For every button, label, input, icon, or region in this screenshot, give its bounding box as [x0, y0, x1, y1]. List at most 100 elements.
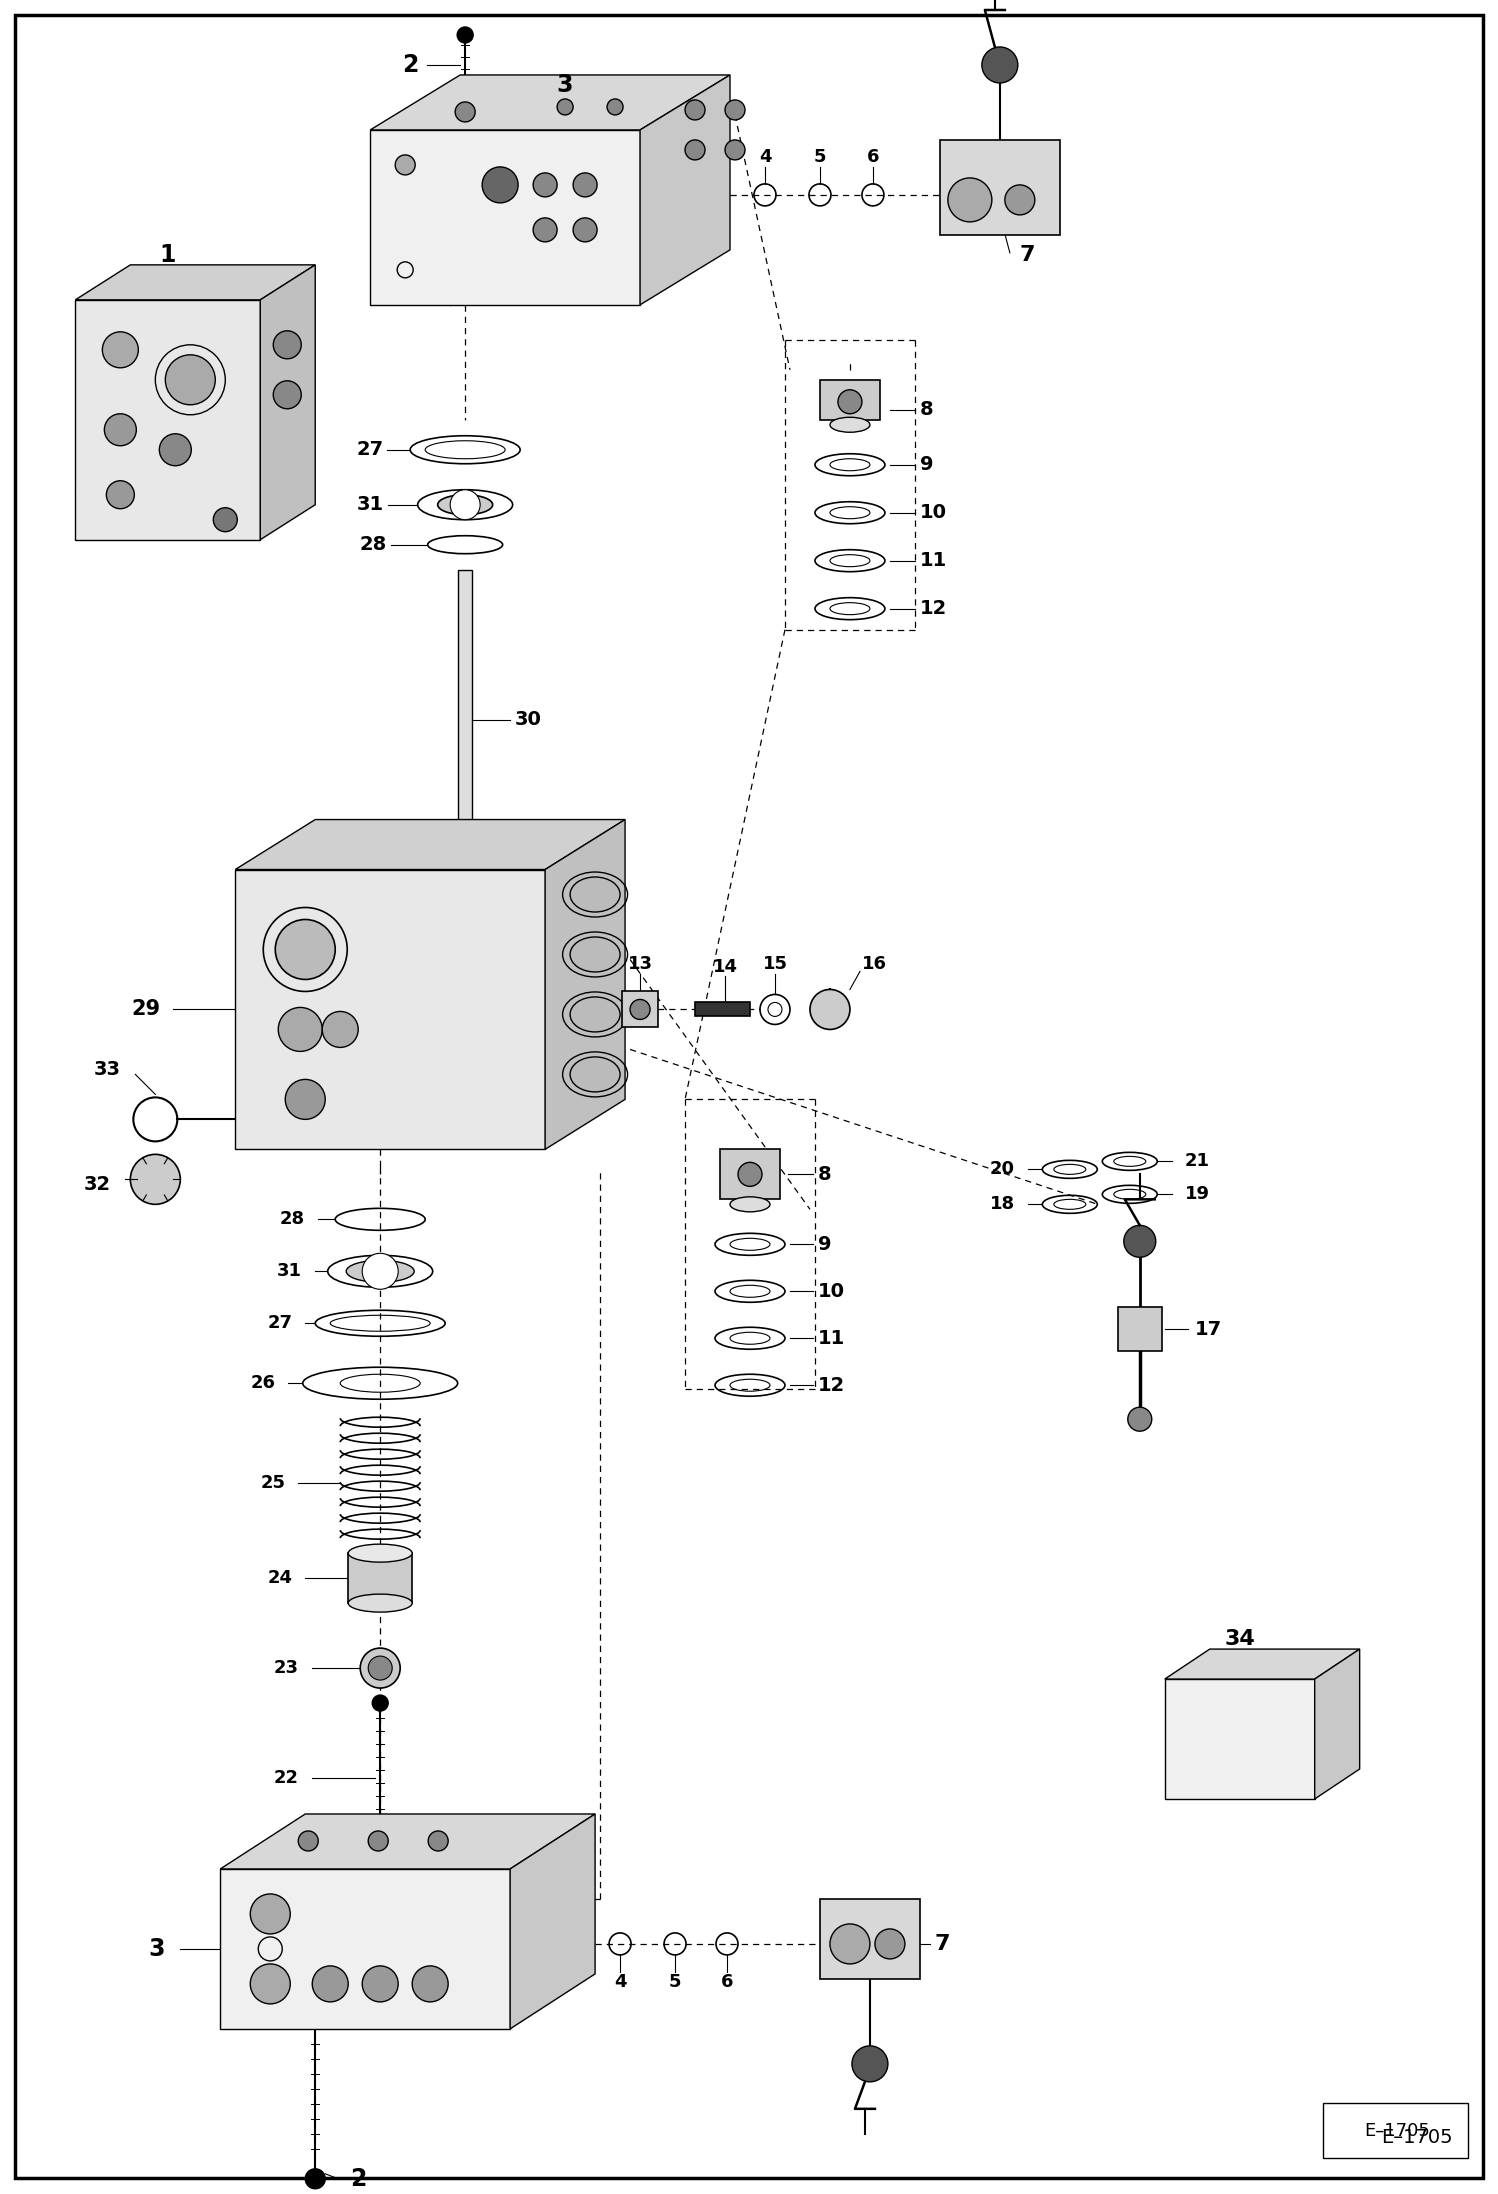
Polygon shape: [545, 821, 625, 1150]
Text: 1: 1: [159, 244, 175, 268]
Text: 25: 25: [261, 1474, 285, 1492]
Ellipse shape: [830, 417, 870, 432]
Bar: [1323, 2102, 1468, 2159]
Polygon shape: [370, 75, 730, 129]
Circle shape: [607, 99, 623, 114]
Circle shape: [298, 1832, 318, 1852]
Text: 7: 7: [1020, 246, 1035, 265]
Text: 10: 10: [818, 1281, 845, 1301]
Text: 3: 3: [557, 72, 574, 97]
Ellipse shape: [571, 937, 620, 972]
Circle shape: [631, 1000, 650, 1020]
Text: 11: 11: [818, 1330, 845, 1347]
Circle shape: [830, 1924, 870, 1964]
Ellipse shape: [571, 996, 620, 1031]
Circle shape: [360, 1648, 400, 1687]
Polygon shape: [75, 265, 315, 301]
Text: E–1705: E–1705: [1365, 2122, 1431, 2139]
Text: 9: 9: [920, 454, 933, 474]
Text: 3: 3: [148, 1937, 165, 1961]
Circle shape: [395, 156, 415, 176]
Polygon shape: [511, 1814, 595, 2029]
Text: 7: 7: [935, 1933, 950, 1955]
Bar: [458, 570, 472, 869]
Text: 23: 23: [273, 1659, 298, 1676]
Text: 29: 29: [132, 1000, 160, 1020]
Polygon shape: [1165, 1650, 1360, 1678]
Ellipse shape: [571, 878, 620, 913]
Text: 24: 24: [267, 1569, 292, 1586]
Circle shape: [306, 2170, 325, 2190]
Text: 12: 12: [920, 599, 947, 619]
Text: 14: 14: [713, 959, 737, 976]
Circle shape: [739, 1163, 762, 1187]
Circle shape: [455, 101, 475, 123]
Circle shape: [875, 1929, 905, 1959]
Circle shape: [412, 1966, 448, 2001]
Circle shape: [451, 489, 481, 520]
Text: 6: 6: [721, 1972, 733, 1990]
Circle shape: [130, 1154, 180, 1205]
Text: 12: 12: [818, 1376, 845, 1395]
Polygon shape: [220, 1814, 595, 1869]
Circle shape: [159, 434, 192, 465]
Bar: [939, 140, 1059, 235]
Text: 28: 28: [360, 535, 386, 555]
Circle shape: [1005, 184, 1035, 215]
Circle shape: [285, 1079, 325, 1119]
Bar: [348, 1553, 412, 1604]
Text: 17: 17: [1195, 1321, 1222, 1338]
Circle shape: [363, 1966, 398, 2001]
Circle shape: [1124, 1224, 1156, 1257]
Circle shape: [213, 507, 237, 531]
Circle shape: [102, 331, 138, 369]
Text: 8: 8: [818, 1165, 831, 1185]
Text: 5: 5: [668, 1972, 682, 1990]
Circle shape: [852, 2045, 888, 2082]
Text: 26: 26: [250, 1373, 276, 1393]
Text: 9: 9: [818, 1235, 831, 1253]
Circle shape: [685, 140, 706, 160]
Text: 19: 19: [1185, 1185, 1210, 1202]
Circle shape: [165, 355, 216, 404]
Ellipse shape: [437, 494, 493, 516]
Bar: [622, 992, 658, 1027]
Text: E–1705: E–1705: [1381, 2128, 1453, 2148]
Text: 18: 18: [990, 1196, 1014, 1213]
Circle shape: [725, 101, 745, 121]
Text: 34: 34: [1224, 1630, 1255, 1650]
Circle shape: [369, 1656, 392, 1681]
Circle shape: [428, 1832, 448, 1852]
Circle shape: [574, 217, 598, 241]
Text: 16: 16: [861, 954, 887, 974]
Circle shape: [322, 1011, 358, 1047]
Text: 32: 32: [84, 1174, 111, 1194]
Bar: [721, 1150, 780, 1200]
Text: 22: 22: [273, 1768, 298, 1786]
Ellipse shape: [571, 1058, 620, 1093]
Text: 27: 27: [267, 1314, 292, 1332]
Circle shape: [372, 1696, 388, 1711]
Polygon shape: [370, 129, 640, 305]
Text: 21: 21: [1185, 1152, 1210, 1169]
Text: 31: 31: [357, 496, 383, 513]
Polygon shape: [261, 265, 315, 540]
Circle shape: [276, 919, 336, 979]
Polygon shape: [235, 869, 545, 1150]
Text: 28: 28: [280, 1211, 306, 1229]
Circle shape: [457, 862, 473, 878]
Text: 10: 10: [920, 502, 947, 522]
Circle shape: [810, 989, 849, 1029]
Text: 4: 4: [614, 1972, 626, 1990]
Bar: [1118, 1308, 1162, 1352]
Polygon shape: [1165, 1678, 1315, 1799]
Ellipse shape: [348, 1545, 412, 1562]
Circle shape: [725, 140, 745, 160]
Text: 6: 6: [867, 147, 879, 167]
Ellipse shape: [348, 1595, 412, 1613]
Polygon shape: [220, 1869, 511, 2029]
Ellipse shape: [346, 1259, 413, 1281]
Text: 27: 27: [357, 441, 383, 459]
Bar: [819, 380, 879, 419]
Text: 4: 4: [759, 147, 771, 167]
